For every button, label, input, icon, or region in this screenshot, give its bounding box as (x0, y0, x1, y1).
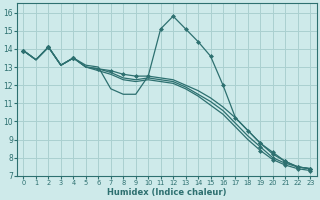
X-axis label: Humidex (Indice chaleur): Humidex (Indice chaleur) (107, 188, 227, 197)
